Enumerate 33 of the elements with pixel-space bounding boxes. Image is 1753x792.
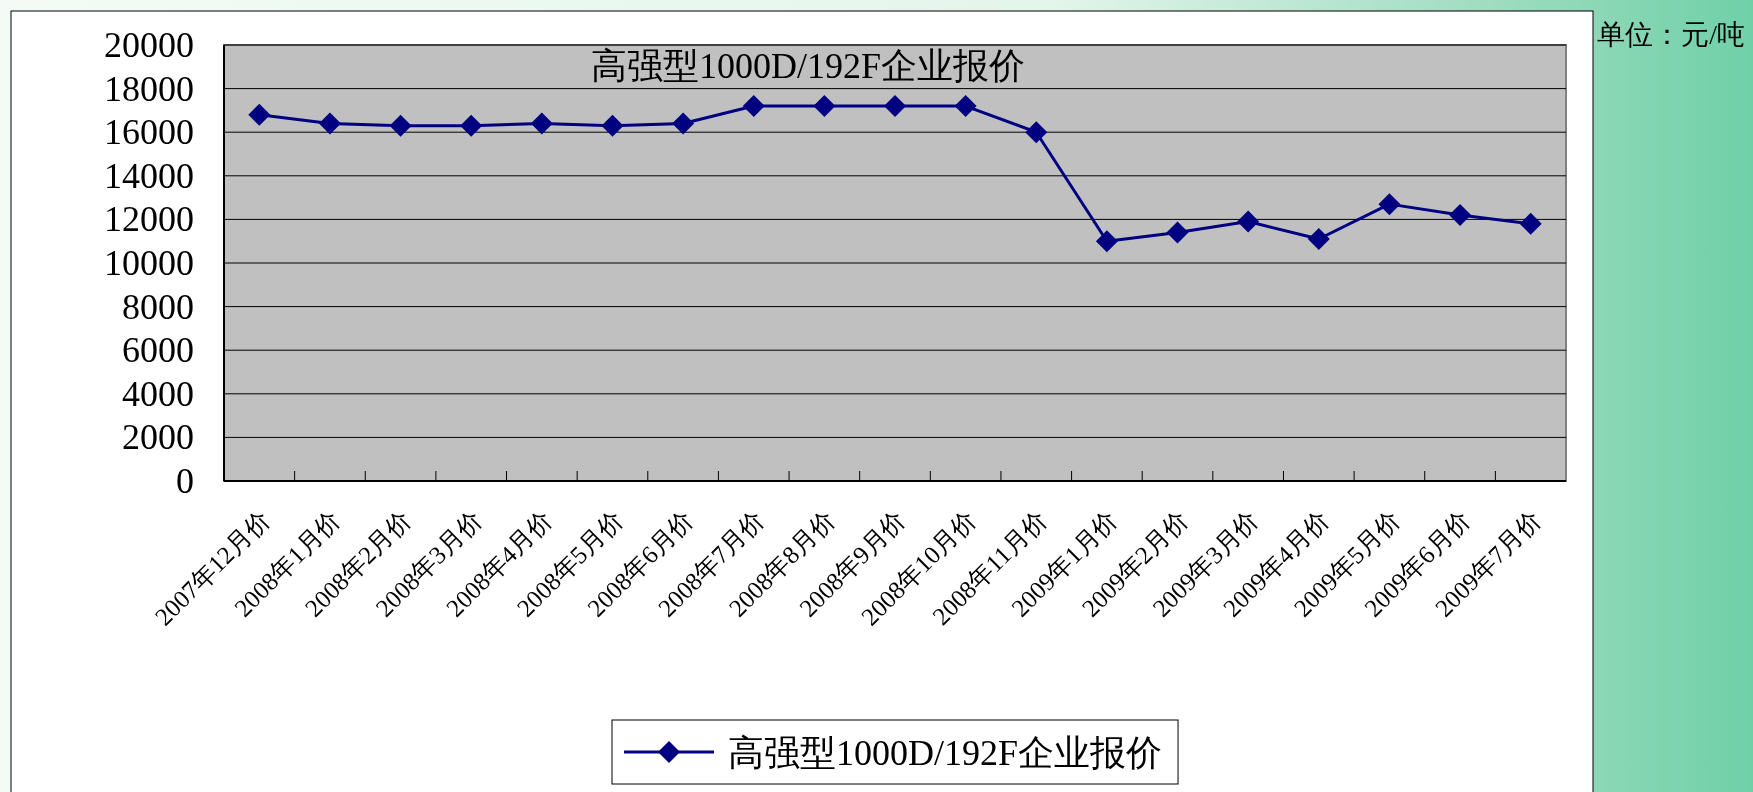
point <box>389 114 412 137</box>
point <box>601 114 624 137</box>
point <box>742 95 765 118</box>
point <box>1166 221 1189 244</box>
point <box>954 95 977 118</box>
text: 单位：元/吨 <box>1597 19 1745 50</box>
point <box>1449 204 1472 227</box>
y-tick-label: 0 <box>176 461 194 501</box>
y-tick-label: 20000 <box>104 25 194 65</box>
point <box>672 112 695 135</box>
point <box>884 95 906 118</box>
point <box>1307 228 1330 251</box>
point <box>1237 210 1260 233</box>
point <box>1095 230 1118 253</box>
y-tick-label: 14000 <box>104 155 194 196</box>
y-tick-label: 4000 <box>122 373 194 414</box>
y-tick-label: 18000 <box>104 68 194 109</box>
point <box>530 112 553 135</box>
point <box>1519 212 1542 235</box>
y-tick-label: 2000 <box>122 417 194 458</box>
legend-label: 高强型1000D/192F企业报价 <box>728 733 1163 773</box>
point <box>460 114 483 137</box>
y-tick-label: 12000 <box>104 199 194 240</box>
point <box>1378 193 1401 216</box>
y-tick-label: 10000 <box>104 243 194 283</box>
chart-title: 高强型1000D/192F企业报价 <box>590 46 1026 86</box>
point <box>1025 121 1048 144</box>
y-tick-label: 8000 <box>122 286 194 327</box>
y-tick-label: 16000 <box>104 112 194 153</box>
point <box>318 112 341 135</box>
y-tick-label: 6000 <box>122 330 194 371</box>
point <box>813 95 836 118</box>
point <box>248 103 271 126</box>
